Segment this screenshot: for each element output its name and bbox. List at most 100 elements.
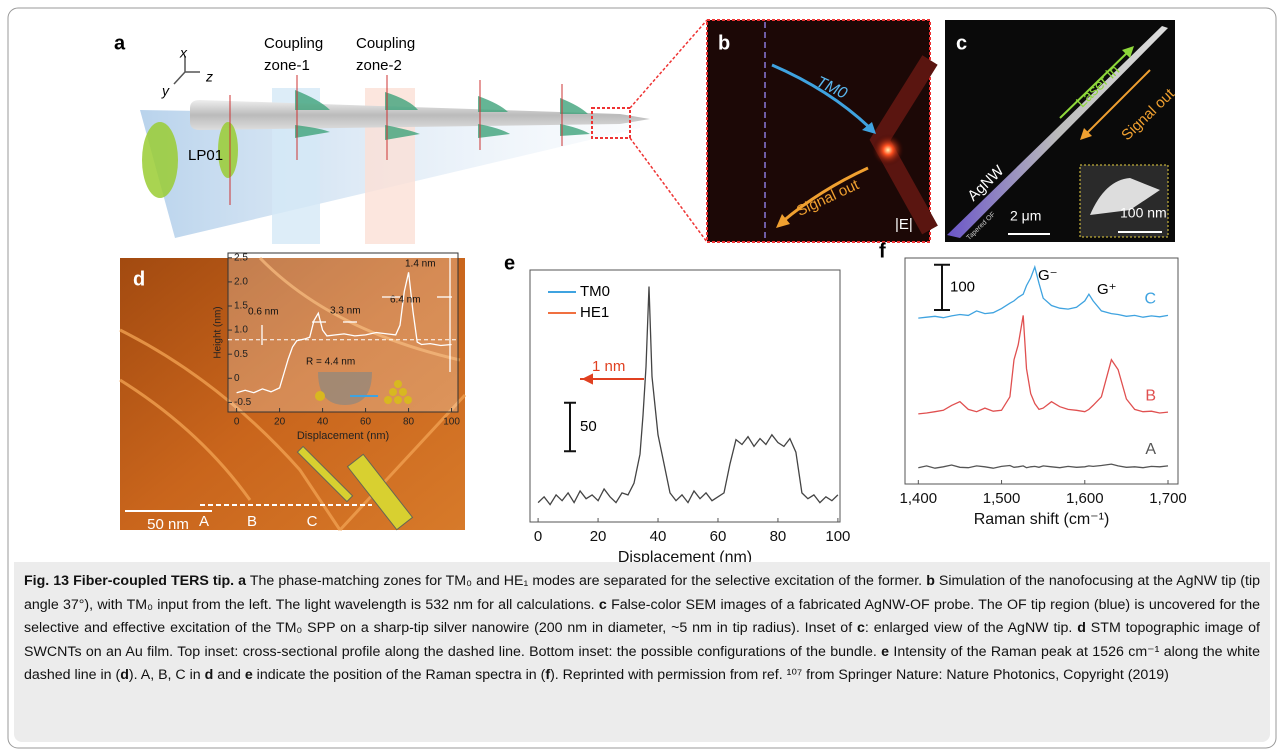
- point-label: A: [199, 513, 209, 530]
- mode: [295, 90, 330, 138]
- y-tick-label: 1.0: [234, 325, 248, 336]
- legend-label: TM0: [580, 283, 610, 300]
- series-line: [236, 272, 452, 394]
- scale-label: 50 nm: [147, 516, 189, 533]
- mode: [560, 98, 590, 136]
- panel-label: c: [956, 32, 967, 54]
- annotation: G⁺: [1097, 281, 1117, 298]
- arrow: [1059, 49, 1131, 119]
- panel-a: a x z y Coupling zone-1 Coupling zone-2 …: [114, 19, 708, 321]
- caption-run: ). A, B, C in: [128, 667, 205, 684]
- x-tick-label: 0: [534, 528, 542, 545]
- x-tick-label: 1,600: [1066, 490, 1104, 507]
- caption: Fig. 13 Fiber-coupled TERS tip. a The ph…: [14, 562, 1270, 742]
- caption-run: and: [213, 667, 245, 684]
- scale-bar: [564, 401, 576, 453]
- point-label: C: [307, 513, 318, 530]
- bundle: [296, 445, 354, 503]
- y-tick-label: 0.5: [234, 349, 248, 360]
- y-tick-label: -0.5: [234, 397, 252, 408]
- axis-label: x: [179, 45, 188, 61]
- annotation: 6.4 nm: [390, 295, 421, 306]
- x-tick-label: 40: [650, 528, 667, 545]
- scale-label: 100 nm: [1120, 205, 1167, 221]
- hotspot: [872, 134, 904, 166]
- panel-label: d: [133, 268, 145, 290]
- arrow: [776, 214, 790, 228]
- mode: [218, 122, 238, 178]
- y-tick-label: 0: [234, 373, 240, 384]
- caption-run: : enlarged view of the AgNW tip.: [864, 620, 1078, 637]
- arrow: [1084, 69, 1151, 136]
- probe: [947, 26, 1168, 238]
- legend-label: HE1: [580, 304, 609, 321]
- zone-label: Coupling: [356, 35, 415, 52]
- tubes: [384, 380, 412, 404]
- caption-run: Fig. 13 Fiber-coupled TERS tip. a: [24, 573, 247, 589]
- annotation: 0.6 nm: [248, 307, 279, 318]
- x-axis-label: Displacement (nm): [297, 430, 389, 442]
- panel-c: c Laser in Signal out AgNW Tapered OF 2 …: [945, 20, 1179, 242]
- plot-frame: [904, 257, 1179, 485]
- arrow: [1122, 46, 1134, 58]
- arrow: [771, 63, 872, 130]
- series-line: [918, 315, 1169, 415]
- plot-frame: [529, 269, 841, 523]
- axis-label: z: [205, 69, 213, 85]
- caption-run: STM topographic image of SWCNTs on an Au…: [24, 620, 1260, 660]
- x-tick-label: 100: [443, 417, 460, 428]
- series-label: C: [1144, 291, 1156, 308]
- panel-d: d A B C 50 nm: [119, 253, 467, 533]
- panel-label: a: [114, 32, 126, 54]
- caption-run: f: [545, 667, 551, 684]
- panel-b: b TM0 Signal out |E|: [706, 19, 938, 243]
- x-tick-label: 100: [825, 528, 850, 545]
- panel-label: b: [718, 32, 730, 54]
- point-label: B: [247, 513, 257, 530]
- zoom-line: [629, 19, 708, 243]
- caption-run: Intensity of the Raman peak at 1526 cm⁻¹…: [24, 643, 1261, 684]
- series-label: A: [1145, 441, 1156, 458]
- tip: [1090, 178, 1160, 215]
- caption-run: False-color SEM images of a fabricated A…: [24, 596, 1260, 637]
- plot-frame: [227, 252, 459, 413]
- scale-label: 2 μm: [1010, 208, 1041, 224]
- caption-run: The phase-matching zones for TM₀ and HE₁…: [246, 573, 927, 589]
- caption-run: c: [598, 596, 607, 613]
- annotation: 1.4 nm: [405, 259, 436, 270]
- annotation: G⁻: [1038, 267, 1058, 284]
- annotation: R = 4.4 nm: [306, 357, 355, 368]
- tube: [315, 391, 325, 401]
- series-label: B: [1145, 387, 1156, 404]
- x-tick-label: 1,400: [900, 490, 938, 507]
- scale-bar: [934, 263, 950, 311]
- scale-label: 100: [950, 278, 975, 295]
- panel-label: f: [879, 240, 886, 262]
- series-line: [918, 463, 1169, 469]
- caption-run: e: [244, 667, 253, 684]
- x-tick-label: 40: [317, 417, 329, 428]
- x-tick-label: 60: [360, 417, 372, 428]
- y-tick-label: 2.5: [234, 252, 248, 263]
- arrow: [862, 122, 876, 134]
- caption-run: b: [926, 573, 935, 589]
- arrow: [781, 166, 869, 224]
- caption-run: ). Reprinted with permission from ref. ¹…: [550, 667, 1169, 684]
- zone-label: zone-2: [356, 57, 402, 74]
- zoom-box: [591, 107, 631, 139]
- axis-label: y: [161, 83, 170, 99]
- zone-label: Coupling: [264, 35, 323, 52]
- caption-run: d: [120, 667, 129, 684]
- x-tick-label: 20: [274, 417, 286, 428]
- mode: [385, 92, 420, 140]
- x-tick-label: 80: [403, 417, 415, 428]
- x-tick-label: 1,500: [983, 490, 1021, 507]
- x-tick-label: 80: [770, 528, 787, 545]
- field-label: |E|: [895, 216, 913, 233]
- x-tick-label: 20: [590, 528, 607, 545]
- caption-run: indicate the position of the Raman spect…: [252, 667, 546, 684]
- annotation: 3.3 nm: [330, 306, 361, 317]
- x-axis-label: Raman shift (cm⁻¹): [974, 511, 1110, 528]
